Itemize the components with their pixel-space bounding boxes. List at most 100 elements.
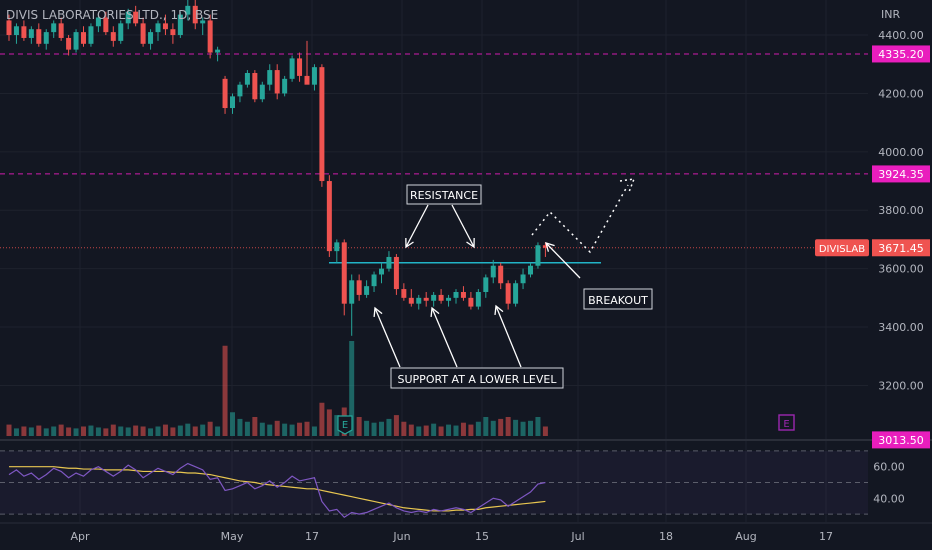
volume-bar (386, 418, 392, 436)
candle-body (408, 297, 414, 304)
candle-body (393, 256, 399, 290)
candle-body (446, 297, 452, 301)
earnings-marker-upcoming[interactable]: E (778, 414, 795, 431)
breakout-label[interactable]: BREAKOUT (583, 288, 653, 310)
candle-body (259, 84, 265, 100)
volume-bar (21, 426, 27, 436)
volume-bar (125, 427, 131, 436)
volume-bar (118, 426, 124, 436)
volume-bar (379, 421, 384, 436)
rsi-tick-label: 40.00 (873, 492, 905, 505)
volume-bar (513, 419, 519, 436)
resistance-arrow-right (451, 204, 475, 248)
candle-body (6, 20, 12, 36)
support-arrow-3-head (494, 304, 504, 316)
volume-bar (192, 426, 198, 436)
support-label[interactable]: SUPPORT AT A LOWER LEVEL (390, 367, 564, 389)
candle-body (81, 32, 86, 44)
volume-bar (148, 428, 154, 436)
candle-body (356, 280, 362, 295)
price-tick-label: 3400.00 (878, 321, 924, 334)
volume-bar (155, 426, 161, 436)
earnings-marker-text: E (783, 419, 789, 430)
volume-bar (356, 417, 362, 436)
rsi-line (8, 462, 546, 519)
drawings (373, 178, 636, 368)
volume-bar (244, 421, 250, 436)
candle-body (453, 292, 459, 298)
volume-bar (371, 422, 377, 436)
level-badge-label: 3013.50 (878, 434, 924, 447)
candle-body (192, 5, 198, 24)
candle-body (252, 73, 258, 100)
volume-bar (237, 418, 243, 436)
time-tick-label: Jun (392, 530, 410, 543)
volume-bar (446, 424, 452, 436)
resistance-arrow-left-head (405, 237, 414, 249)
candle-body (311, 67, 317, 85)
price-tick-label: 3800.00 (878, 204, 924, 217)
support-text: SUPPORT AT A LOWER LEVEL (398, 373, 558, 386)
volume-bar (468, 424, 474, 436)
candle-body (162, 23, 168, 30)
resistance-label[interactable]: RESISTANCE (406, 184, 482, 205)
candle-body (542, 245, 548, 248)
volume-bar (393, 415, 399, 436)
volume-bar (483, 417, 489, 436)
volume-bar (423, 425, 429, 436)
volume-bar (58, 424, 64, 436)
candle-body (200, 20, 206, 24)
volume-bar (282, 423, 288, 436)
level-badge (872, 45, 930, 63)
volume-bar (177, 425, 183, 436)
candle-body (475, 292, 481, 307)
candle-body (73, 32, 79, 50)
candle-body (43, 32, 49, 44)
earnings-marker-past[interactable]: E (337, 415, 353, 435)
candle-body (364, 286, 370, 295)
price-tick-label: 3600.00 (878, 263, 924, 276)
volume-bar (207, 421, 213, 436)
rsi-ma-line (9, 466, 546, 512)
candle-body (170, 29, 176, 36)
volume-bar (289, 424, 295, 436)
volume-bar (542, 426, 548, 436)
candle-body (304, 75, 310, 85)
support-arrow-2-head (430, 306, 440, 318)
candle-body (21, 26, 27, 38)
candle-body (95, 17, 101, 27)
volume-bar (51, 426, 57, 436)
breakout-arrow-head (545, 242, 555, 252)
volume-bar (498, 418, 504, 436)
candle-body (341, 242, 347, 304)
volume-bar (297, 422, 303, 436)
volume-bar (230, 412, 235, 436)
candle-body (282, 78, 288, 94)
candles (6, 0, 548, 336)
volume-bar (520, 421, 526, 436)
volume-bar (505, 417, 511, 436)
candle-body (110, 32, 116, 41)
volume-bar (28, 427, 34, 436)
candle-body (140, 23, 146, 44)
support-arrow-1 (374, 307, 401, 368)
time-tick-label: Apr (70, 530, 90, 543)
volume-bar (475, 421, 481, 436)
candle-body (386, 256, 392, 269)
volume-bar (535, 417, 541, 436)
time-tick-label: Jul (570, 530, 584, 543)
volume-bar (170, 427, 176, 436)
resistance-arrow-left (405, 204, 429, 248)
candle-body (468, 297, 474, 307)
candle-body (222, 78, 228, 109)
time-tick-label: 15 (475, 530, 489, 543)
time-axis[interactable]: Apr May 17 Jun 15 Jul 18 Aug 17 (0, 522, 932, 550)
last-price-badge: 3671.45 (878, 242, 924, 255)
level-badge-label: 4335.20 (878, 48, 924, 61)
volume-bar (252, 417, 258, 436)
price-tick-label: 3200.00 (878, 379, 924, 392)
price-axis[interactable]: 4400.00 4200.00 4000.00 3800.00 3600.00 3400.… (872, 29, 930, 505)
volume-bar (215, 426, 221, 436)
volume-bar (460, 422, 466, 436)
